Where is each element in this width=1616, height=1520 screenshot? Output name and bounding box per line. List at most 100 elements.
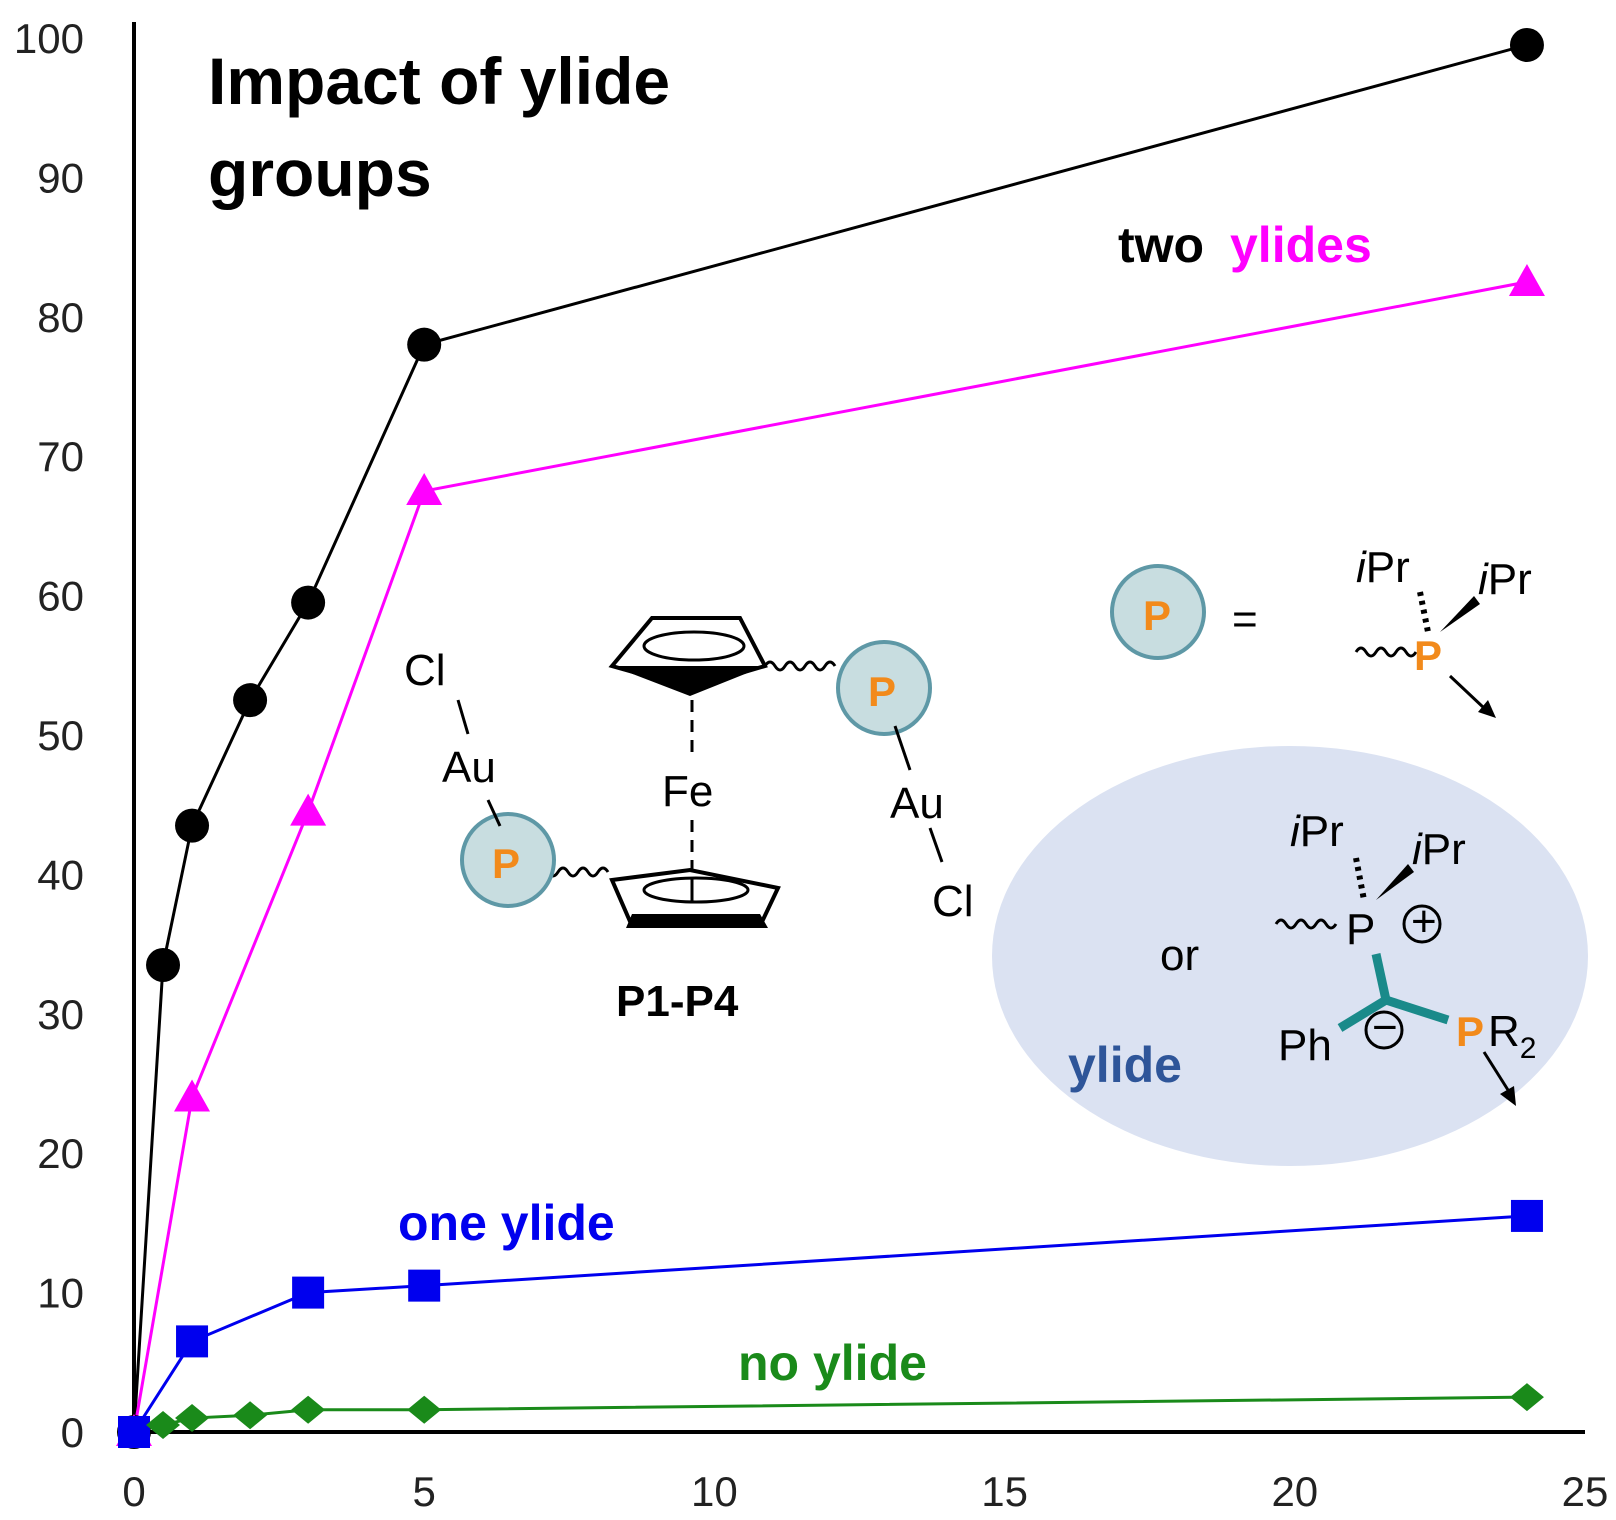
- data-point-circle: [407, 327, 442, 362]
- label-word-ylides: ylides: [1230, 217, 1372, 273]
- p-au-bond-left: [486, 799, 502, 827]
- plus-charge: +: [1411, 897, 1437, 946]
- p-au-bond-right: [893, 725, 912, 771]
- ipr-2-pr: Pr: [1488, 555, 1532, 604]
- series-markers: [116, 27, 1545, 1449]
- ylide-ipr-2-i: i: [1412, 825, 1423, 874]
- x-tick-label: 5: [413, 1468, 436, 1515]
- data-point-triangle: [174, 1079, 211, 1112]
- series-label-one-ylide: one ylide: [398, 1195, 615, 1251]
- data-point-triangle: [290, 793, 327, 826]
- top-cp-circle: [642, 630, 746, 662]
- chart-title-line-1: Impact of ylide: [208, 44, 670, 118]
- bottom-cp-circle: [642, 876, 750, 904]
- x-tick-label: 25: [1562, 1468, 1609, 1515]
- p-circle-left: [460, 812, 556, 908]
- ipr-1-i: i: [1356, 543, 1367, 592]
- ylide-ipr-1: iPr: [1290, 807, 1344, 856]
- bottom-cp-ring: [609, 867, 781, 928]
- data-point-circle: [291, 585, 326, 620]
- y-tick-label: 80: [37, 294, 84, 341]
- ylide-bond-p-c: [1371, 953, 1391, 1001]
- data-point-square: [1510, 1199, 1543, 1232]
- ipr-wedge-bond: [1440, 596, 1480, 632]
- data-point-diamond: [175, 1404, 210, 1433]
- au-cl-bond-right: [928, 827, 944, 863]
- p-def-arrowhead: [1478, 700, 1496, 718]
- au-cl-bond-left: [456, 699, 470, 735]
- axes: [118, 22, 1585, 1434]
- data-point-circle: [233, 683, 268, 718]
- ylide-arrow-line: [1482, 1051, 1510, 1091]
- compound-label: P1-P4: [616, 977, 739, 1026]
- y-tick-label: 0: [61, 1409, 84, 1456]
- ylide-p-cation: P: [1346, 905, 1375, 954]
- p-definition: P = iPr iPr P: [1110, 543, 1532, 718]
- cl-label-right: Cl: [932, 877, 974, 926]
- data-point-diamond: [1509, 1383, 1544, 1412]
- data-point-diamond: [146, 1411, 181, 1440]
- ylide-p-donor: P: [1456, 1008, 1484, 1055]
- ferrocene-structure: Fe P Au Cl P Au Cl P1-P4: [404, 616, 974, 1026]
- x-tick-label: 20: [1271, 1468, 1318, 1515]
- x-tick-label: 0: [122, 1468, 145, 1515]
- y-tick-label: 70: [37, 433, 84, 480]
- y-tick-label: 10: [37, 1270, 84, 1317]
- p-label-left: P: [492, 840, 520, 887]
- ipr-2-i: i: [1478, 555, 1489, 604]
- ipr-hashed-bond: [1417, 591, 1431, 633]
- series-label-no-ylide: no ylide: [738, 1335, 927, 1391]
- r-label: R: [1488, 1007, 1520, 1056]
- ylide-ipr-1-i: i: [1290, 807, 1301, 856]
- data-point-square: [176, 1325, 209, 1358]
- y-tick-labels: 0 10 20 30 40 50 60 70 80 90 100: [14, 15, 84, 1456]
- ylide-wavy: [1274, 918, 1338, 930]
- ylide-bond-c-p: [1384, 995, 1450, 1025]
- x-tick-label: 15: [981, 1468, 1028, 1515]
- fe-label: Fe: [662, 767, 713, 816]
- data-point-diamond: [291, 1395, 326, 1424]
- ylide-ipr-2: iPr: [1412, 825, 1466, 874]
- series-line-diamond: [162, 1395, 1527, 1427]
- data-point-triangle: [1508, 263, 1545, 296]
- or-label: or: [1160, 931, 1199, 980]
- r-subscript: 2: [1520, 1032, 1537, 1065]
- au-label-right: Au: [890, 779, 944, 828]
- wavy-link-right: [763, 660, 837, 672]
- ylide-ellipse: [992, 746, 1588, 1166]
- ylide-hashed-bond: [1353, 857, 1367, 901]
- p-def-arrow-line: [1448, 674, 1486, 710]
- y-tick-label: 20: [37, 1130, 84, 1177]
- p-circle-right: [836, 640, 932, 736]
- ylide-definition: or ylide iPr iPr P + Ph − P R2: [992, 746, 1588, 1166]
- ylide-ipr-1-pr: Pr: [1300, 807, 1344, 856]
- x-tick-labels: 0 5 10 15 20 25: [122, 1468, 1608, 1515]
- minus-charge-circle: [1364, 1010, 1404, 1050]
- ipr-label-1: iPr: [1356, 543, 1410, 592]
- ipr-1-pr: Pr: [1366, 543, 1410, 592]
- top-cp-wedge: [612, 666, 765, 696]
- ipr-label-2: iPr: [1478, 555, 1532, 604]
- au-label-left: Au: [442, 743, 496, 792]
- data-point-diamond: [233, 1401, 268, 1430]
- data-point-square: [408, 1269, 441, 1302]
- data-point-triangle: [406, 473, 443, 506]
- y-tick-label: 30: [37, 991, 84, 1038]
- y-tick-label: 90: [37, 154, 84, 201]
- x-tick-label: 10: [691, 1468, 738, 1515]
- y-tick-label: 100: [14, 15, 84, 62]
- data-point-diamond: [407, 1395, 442, 1424]
- series-label-two-ylides: two ylides: [1118, 217, 1372, 273]
- data-point-square: [292, 1276, 325, 1309]
- plus-charge-circle: [1402, 904, 1442, 944]
- equals-sign: =: [1232, 595, 1258, 644]
- ylide-arrowhead: [1500, 1086, 1516, 1106]
- y-tick-label: 50: [37, 712, 84, 759]
- data-point-circle: [1509, 27, 1544, 62]
- p-legend-label: P: [1143, 592, 1171, 639]
- ylide-ipr-2-pr: Pr: [1422, 825, 1466, 874]
- p-legend-circle: [1110, 564, 1206, 660]
- p-def-wavy: [1354, 646, 1418, 658]
- cl-label-left: Cl: [404, 646, 446, 695]
